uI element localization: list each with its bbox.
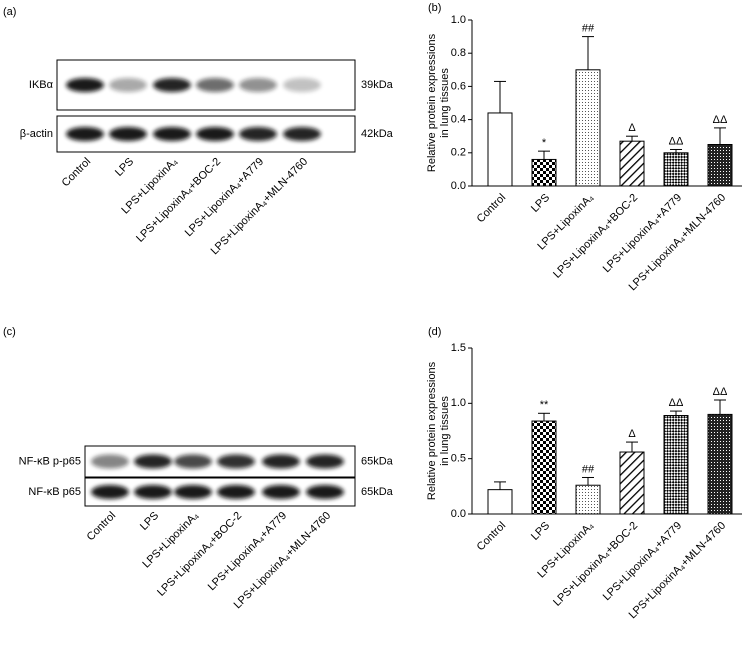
x-tick-label: LPS	[529, 520, 552, 543]
bar	[707, 413, 733, 515]
row-label: NF-κB p65	[28, 486, 81, 498]
panel-label: (b)	[428, 2, 441, 14]
blot-band	[239, 127, 277, 141]
x-tick-label: Control	[475, 192, 509, 226]
bar	[619, 451, 645, 515]
bar	[575, 484, 601, 515]
blot-band	[134, 485, 172, 499]
blot-band	[153, 127, 191, 141]
x-tick-label: LPS+LipoxinA₄+A779	[601, 520, 684, 603]
blot-band	[262, 454, 300, 469]
blot-band	[239, 78, 277, 92]
blot-band	[174, 485, 212, 499]
y-axis-label: in lung tissues	[439, 68, 451, 138]
blot-band	[196, 78, 234, 92]
y-tick-label: 1.0	[451, 14, 466, 26]
y-tick-label: 1.5	[451, 342, 466, 354]
blot-band	[283, 78, 321, 92]
blot-band	[66, 127, 104, 141]
annotation: ΔΔ	[713, 114, 728, 126]
x-tick-label: LPS+LipoxinA₄+BOC-2	[551, 520, 640, 609]
panel-label: (a)	[3, 6, 16, 18]
annotation: Δ	[628, 122, 636, 134]
blot-band	[109, 78, 147, 92]
lane-label: LPS+LipoxinA₄+A779	[206, 510, 289, 593]
x-tick-label: LPS	[529, 192, 552, 215]
bar	[575, 69, 601, 187]
annotation: Δ	[628, 428, 636, 440]
bar	[531, 158, 557, 187]
size-label: 39kDa	[361, 79, 394, 91]
y-axis-label: Relative protein expressions	[426, 33, 438, 172]
y-tick-label: 1.0	[451, 397, 466, 409]
bar	[707, 144, 733, 187]
y-tick-label: 0.8	[451, 47, 466, 59]
annotation: ##	[582, 463, 595, 475]
panel-label: (d)	[428, 326, 441, 338]
lane-label: LPS	[113, 156, 136, 179]
annotation: **	[540, 399, 549, 411]
bar	[531, 420, 557, 515]
blot-band	[153, 78, 191, 92]
blot-band	[217, 454, 255, 469]
y-tick-label: 0.2	[451, 147, 466, 159]
y-tick-label: 0.6	[451, 80, 466, 92]
blot-band	[306, 454, 344, 469]
row-label: IKBα	[29, 79, 54, 91]
lane-label: LPS+LipoxinA₄+A779	[183, 156, 266, 239]
lane-label: Control	[85, 510, 119, 544]
blot-band	[134, 454, 172, 469]
size-label: 42kDa	[361, 128, 394, 140]
blot-band	[91, 454, 129, 469]
x-tick-label: Control	[475, 520, 509, 554]
bar	[663, 152, 689, 187]
blot-band	[109, 127, 147, 141]
x-tick-label: LPS+LipoxinA₄+BOC-2	[551, 192, 640, 281]
y-axis-label: in lung tissues	[439, 396, 451, 466]
annotation: ΔΔ	[669, 135, 684, 147]
blot-band	[91, 485, 129, 499]
lane-label: LPS+LipoxinA₄+BOC-2	[134, 156, 223, 245]
lane-label: LPS	[138, 510, 161, 533]
row-label: β-actin	[20, 128, 53, 140]
row-label: NF-κB p-p65	[19, 455, 81, 467]
annotation: *	[542, 137, 547, 149]
y-axis-label: Relative protein expressions	[426, 361, 438, 500]
blot-band	[283, 127, 321, 141]
blot-band	[306, 485, 344, 499]
y-tick-label: 0.0	[451, 508, 466, 520]
blot-band	[174, 454, 212, 469]
annotation: ##	[582, 23, 595, 35]
x-tick-label: LPS+LipoxinA₄+A779	[601, 192, 684, 275]
bar	[663, 415, 689, 515]
annotation: ΔΔ	[713, 386, 728, 398]
panel-label: (c)	[3, 326, 16, 338]
annotation: ΔΔ	[669, 397, 684, 409]
blot-band	[217, 485, 255, 499]
blot-band	[196, 127, 234, 141]
blot-band	[262, 485, 300, 499]
y-tick-label: 0.5	[451, 453, 466, 465]
y-tick-label: 0.0	[451, 180, 466, 192]
bar	[487, 489, 513, 515]
lane-label: LPS+LipoxinA₄+BOC-2	[155, 510, 244, 599]
y-tick-label: 0.4	[451, 114, 466, 126]
size-label: 65kDa	[361, 486, 394, 498]
bar	[619, 140, 645, 187]
bar	[487, 112, 513, 187]
lane-label: Control	[60, 156, 94, 190]
size-label: 65kDa	[361, 455, 394, 467]
blot-band	[66, 78, 104, 92]
